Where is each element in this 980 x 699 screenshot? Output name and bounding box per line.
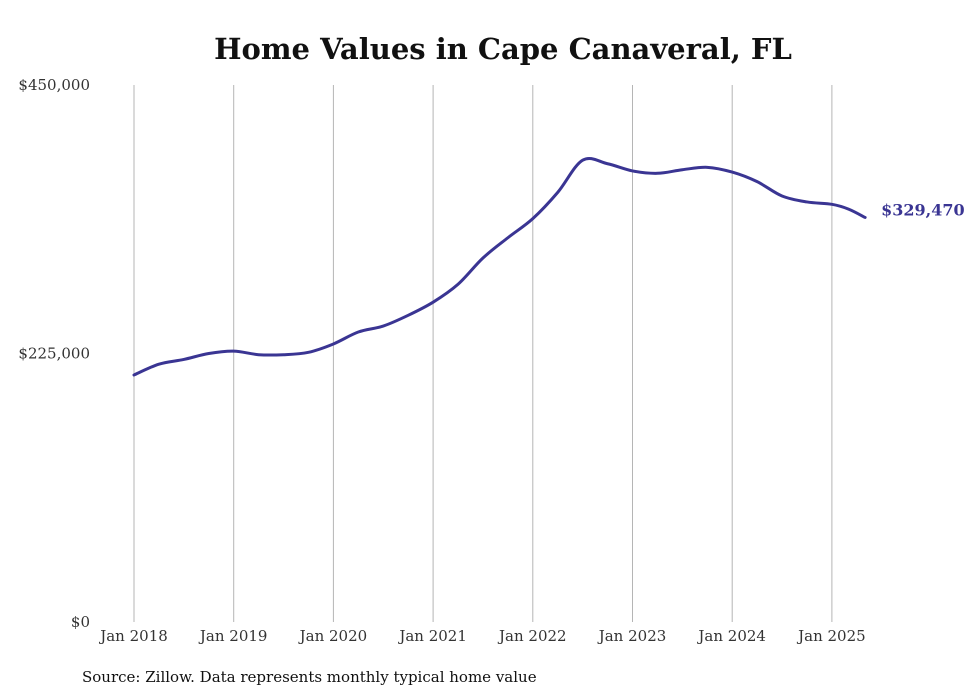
end-value-label: $329,470 (881, 200, 965, 219)
series-point (581, 159, 584, 162)
x-tick-label: Jan 2021 (397, 627, 467, 645)
series-point (282, 353, 285, 356)
series-point (457, 283, 460, 286)
x-tick-label: Jan 2022 (497, 627, 567, 645)
chart-title: Home Values in Cape Canaveral, FL (214, 32, 792, 66)
series-point (407, 314, 410, 317)
series-point (556, 191, 559, 194)
series-point (706, 166, 709, 169)
series-point (481, 257, 484, 260)
series-point (656, 172, 659, 175)
series-point (830, 203, 833, 206)
series-point (157, 363, 160, 366)
series-line (132, 156, 867, 377)
x-tick-label: Jan 2024 (696, 627, 766, 645)
series-point (681, 168, 684, 171)
x-tick-label: Jan 2020 (298, 627, 368, 645)
y-tick-label: $450,000 (18, 76, 90, 94)
y-axis-ticks: $0 $225,000 $450,000 (18, 76, 90, 631)
series-point (864, 216, 867, 219)
series-point (847, 208, 850, 211)
series-point (631, 169, 634, 172)
series-point (182, 358, 185, 361)
series-point (531, 217, 534, 220)
x-tick-label: Jan 2025 (796, 627, 866, 645)
x-axis-ticks: Jan 2018 Jan 2019 Jan 2020 Jan 2021 Jan 2022… (98, 627, 865, 645)
series-point (207, 352, 210, 355)
line-chart: Home Values in Cape Canaveral, FL $0 $225… (18, 32, 965, 645)
series-point (307, 351, 310, 354)
series-point (805, 200, 808, 203)
y-tick-label: $225,000 (18, 345, 90, 363)
series-point (432, 301, 435, 304)
source-note: Source: Zillow. Data represents monthly … (82, 668, 537, 686)
x-gridlines (133, 85, 833, 622)
series-point (357, 331, 360, 334)
series-point (257, 353, 260, 356)
x-tick-label: Jan 2019 (198, 627, 268, 645)
x-tick-label: Jan 2018 (98, 627, 168, 645)
series-point (606, 162, 609, 165)
series-point (332, 342, 335, 345)
series-point (756, 180, 759, 183)
x-tick-label: Jan 2023 (597, 627, 667, 645)
y-tick-label: $0 (71, 613, 90, 631)
series-point (506, 236, 509, 239)
series-point (232, 350, 235, 353)
series-point (731, 171, 734, 174)
series-point (781, 194, 784, 197)
series-point (382, 325, 385, 328)
series-points (133, 159, 867, 377)
series-point (133, 373, 136, 376)
